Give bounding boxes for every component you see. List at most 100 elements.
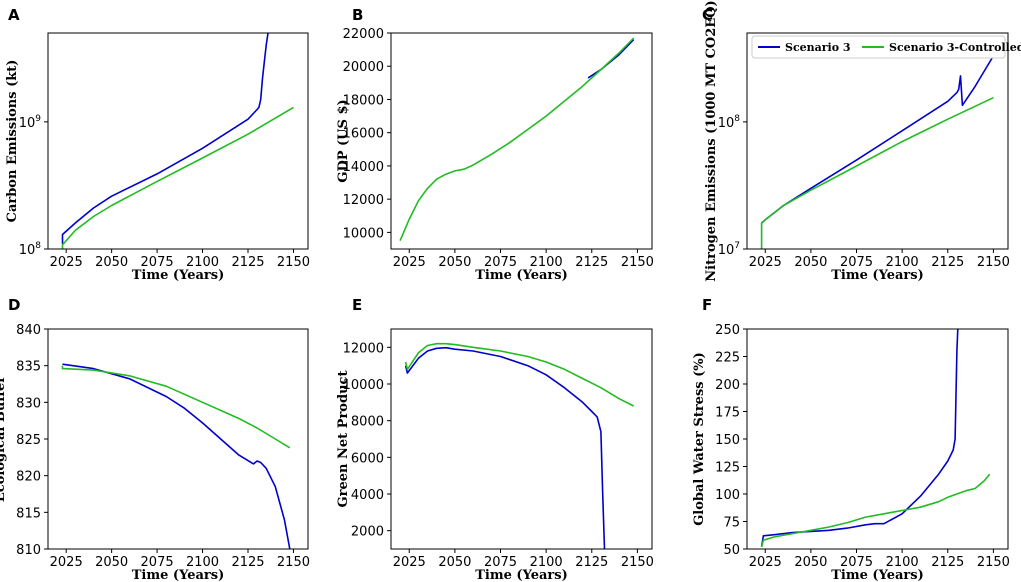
legend: Scenario 3 Scenario 3-Controlled xyxy=(751,35,1021,59)
y-axis-label: GDP (US $) xyxy=(336,99,351,182)
y-axis-label: Green Net Product xyxy=(336,371,351,508)
series-line-scenario-3-controlled xyxy=(61,106,294,249)
panel-b: B 2025 2050 2075 2100 2125 2150 10000 12000 14000… xyxy=(336,6,654,283)
axes-frame xyxy=(47,328,309,550)
x-axis-label: Time (Years) xyxy=(831,268,923,283)
x-tick-label: 2100 xyxy=(186,555,219,570)
legend-entry-label: Scenario 3-Controlled xyxy=(889,41,1021,54)
y-tick-label: 75 xyxy=(723,516,740,531)
y-tick-label: 820 xyxy=(16,470,41,485)
x-tick-label: 2100 xyxy=(886,555,919,570)
panel-d: D 2025 2050 2075 2100 2125 2150 810 815 820 825 830… xyxy=(0,296,310,582)
panel-a: A 2025 2050 2075 2100 2125 2150 108 109 Time (Yea… xyxy=(5,6,310,283)
y-tick-label: 6000 xyxy=(351,451,384,466)
series-line-scenario-3 xyxy=(62,363,291,549)
x-tick-label: 2125 xyxy=(931,555,964,570)
x-tick-label: 2075 xyxy=(840,555,873,570)
y-tick-label: 810 xyxy=(16,543,41,558)
y-axis-label: Carbon Emissions (kt) xyxy=(5,60,20,223)
y-tick-label: 20000 xyxy=(343,60,384,75)
y-axis-label: Global Water Stress (%) xyxy=(692,352,707,526)
x-tick-label: 2050 xyxy=(95,555,128,570)
y-tick-label: 12000 xyxy=(343,341,384,356)
y-tick-label: 109 xyxy=(19,114,42,131)
x-axis-label: Time (Years) xyxy=(831,568,923,582)
y-tick-label: 12000 xyxy=(343,193,384,208)
panel-c: C 2025 2050 2075 2100 2125 2150 107 108 Time (Yea… xyxy=(702,0,1010,283)
axes-frame xyxy=(746,32,1009,250)
y-tick-label: 8000 xyxy=(351,415,384,430)
panel-letter: B xyxy=(352,6,363,24)
y-tick-label: 18000 xyxy=(343,93,384,108)
panel-letter: C xyxy=(702,6,713,24)
x-tick-label: 2150 xyxy=(977,555,1010,570)
y-tick-label: 108 xyxy=(718,114,741,131)
y-tick-label: 835 xyxy=(16,360,41,375)
y-tick-label: 100 xyxy=(715,488,740,503)
y-tick-label: 250 xyxy=(715,323,740,338)
series-line-scenario-3 xyxy=(760,329,959,547)
x-tick-label: 2075 xyxy=(141,555,174,570)
y-tick-label: 10000 xyxy=(343,226,384,241)
x-axis-label: Time (Years) xyxy=(475,268,567,283)
x-tick-label: 2100 xyxy=(530,555,563,570)
series-line-scenario-3-controlled xyxy=(404,342,635,407)
panel-letter: E xyxy=(352,296,362,314)
x-tick-label: 2025 xyxy=(749,555,782,570)
x-tick-label: 2150 xyxy=(277,255,310,270)
x-axis-label: Time (Years) xyxy=(132,568,224,582)
x-axis-label: Time (Years) xyxy=(475,568,567,582)
y-tick-label: 225 xyxy=(715,351,740,366)
x-tick-label: 2100 xyxy=(186,255,219,270)
axes-frame xyxy=(746,328,1009,550)
x-tick-label: 2025 xyxy=(50,555,83,570)
panel-letter: D xyxy=(8,296,20,314)
y-tick-label: 2000 xyxy=(351,525,384,540)
axes-frame xyxy=(390,328,653,550)
x-tick-label: 2125 xyxy=(575,255,608,270)
panel-letter: F xyxy=(702,296,712,314)
y-tick-label: 107 xyxy=(718,241,740,258)
x-tick-label: 2125 xyxy=(575,555,608,570)
x-tick-label: 2150 xyxy=(977,255,1010,270)
y-tick-label: 825 xyxy=(16,433,41,448)
y-tick-label: 150 xyxy=(715,433,740,448)
y-axis-label: Ecological Buffer xyxy=(0,376,8,502)
y-axis-label: Nitrogen Emissions (1000 MT CO2EQ) xyxy=(704,0,719,281)
x-tick-label: 2075 xyxy=(141,255,174,270)
y-tick-label: 4000 xyxy=(351,488,384,503)
x-tick-label: 2150 xyxy=(277,555,310,570)
series-line-scenario-3 xyxy=(61,33,269,244)
x-tick-label: 2025 xyxy=(50,255,83,270)
series-line-scenario-3-controlled xyxy=(399,37,635,242)
y-tick-label: 840 xyxy=(16,323,41,338)
series-line-scenario-3-controlled xyxy=(760,96,994,249)
x-tick-label: 2025 xyxy=(749,255,782,270)
panel-f: F 2025 2050 2075 2100 2125 2150 50 75 100 125 150 17… xyxy=(692,296,1010,582)
x-tick-label: 2050 xyxy=(95,255,128,270)
y-tick-label: 108 xyxy=(19,241,42,258)
y-tick-label: 830 xyxy=(16,396,41,411)
panel-e: E 2025 2050 2075 2100 2125 2150 2000 4000 6000 800… xyxy=(336,296,654,582)
series-line-scenario-3-controlled xyxy=(61,365,291,449)
x-tick-label: 2100 xyxy=(886,255,919,270)
x-axis-label: Time (Years) xyxy=(132,268,224,283)
x-tick-label: 2050 xyxy=(794,255,827,270)
y-tick-label: 815 xyxy=(16,506,41,521)
y-tick-label: 14000 xyxy=(343,160,384,175)
y-tick-label: 22000 xyxy=(343,27,384,42)
x-tick-label: 2075 xyxy=(484,555,517,570)
axes-frame xyxy=(47,32,309,250)
x-tick-label: 2075 xyxy=(484,255,517,270)
x-tick-label: 2050 xyxy=(438,255,471,270)
legend-entry-label: Scenario 3 xyxy=(785,41,851,54)
series-line-scenario-3-controlled xyxy=(760,473,991,548)
y-tick-label: 10000 xyxy=(343,378,384,393)
x-tick-label: 2050 xyxy=(794,555,827,570)
x-tick-label: 2100 xyxy=(530,255,563,270)
x-tick-label: 2050 xyxy=(438,555,471,570)
x-tick-label: 2125 xyxy=(231,255,264,270)
axes-frame xyxy=(390,32,653,250)
x-tick-label: 2125 xyxy=(931,255,964,270)
